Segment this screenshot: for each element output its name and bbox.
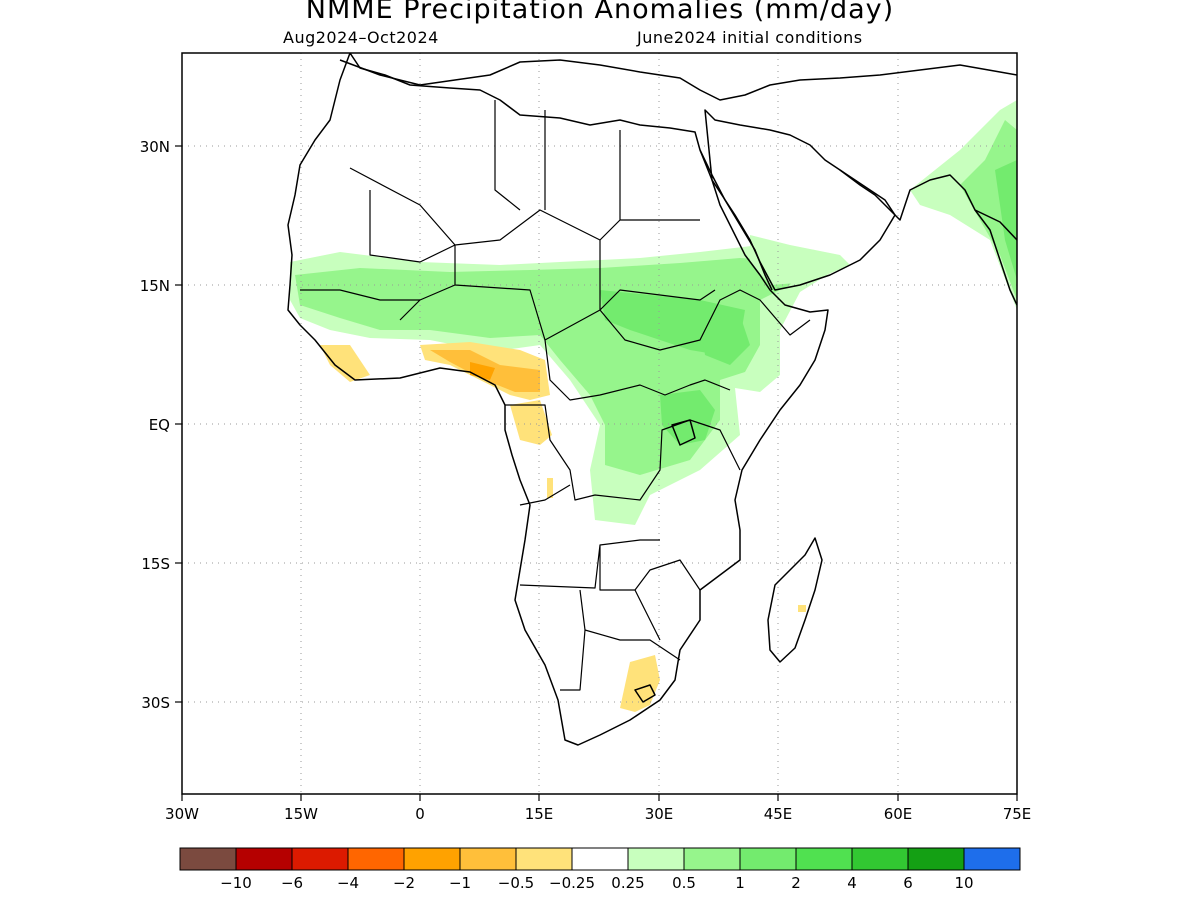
ethiopia-wet-anomaly bbox=[700, 315, 750, 365]
lon-label-30w: 30W bbox=[165, 805, 199, 823]
lake-victoria bbox=[671, 419, 696, 446]
lat-label-30n: 30N bbox=[140, 138, 170, 156]
colorbar-swatch-12 bbox=[851, 847, 909, 871]
angola-dry-anomaly bbox=[547, 478, 553, 498]
colorbar-tick-label: 10 bbox=[954, 874, 973, 892]
colorbar-swatch-7 bbox=[571, 847, 629, 871]
lat-label-15s: 15S bbox=[141, 555, 170, 573]
colorbar-tick-label: 4 bbox=[847, 874, 857, 892]
lon-label-30e: 30E bbox=[645, 805, 674, 823]
south-asia-wet-anomaly-medium bbox=[960, 120, 1017, 300]
colorbar-tick-label: 1 bbox=[735, 874, 745, 892]
forecast-period: Aug2024–Oct2024 bbox=[283, 28, 439, 47]
lon-label-15e: 15E bbox=[525, 805, 554, 823]
colorbar-tick-label: −0.5 bbox=[498, 874, 534, 892]
anomaly-shading bbox=[290, 100, 1017, 712]
guinea-dry-anomaly-light bbox=[320, 345, 370, 382]
initial-conditions-label: June2024 initial conditions bbox=[637, 28, 863, 47]
lon-label-45e: 45E bbox=[764, 805, 793, 823]
madagascar-coastline bbox=[767, 537, 823, 663]
lon-label-15w: 15W bbox=[284, 805, 318, 823]
gabon-dry-anomaly bbox=[510, 400, 552, 445]
colorbar-swatch-10 bbox=[739, 847, 797, 871]
colorbar-swatch-3 bbox=[347, 847, 405, 871]
lon-label-0: 0 bbox=[415, 805, 425, 823]
mediterranean-north-coast bbox=[339, 59, 1017, 101]
colorbar-swatch-8 bbox=[627, 847, 685, 871]
colorbar-tick-label: −2 bbox=[393, 874, 415, 892]
map-title: NMME Precipitation Anomalies (mm/day) bbox=[305, 0, 895, 25]
colorbar-tick-label: −1 bbox=[449, 874, 471, 892]
colorbar-swatch-2 bbox=[291, 847, 349, 871]
colorbar-tick-label: 0.25 bbox=[611, 874, 644, 892]
lesotho-border bbox=[634, 684, 656, 703]
longitude-labels: 30W 15W 0 15E 30E 45E 60E 75E bbox=[165, 805, 1031, 823]
colorbar-tick-label: −4 bbox=[337, 874, 359, 892]
colorbar-swatch-5 bbox=[459, 847, 517, 871]
colorbar-swatch-6 bbox=[515, 847, 573, 871]
colorbar-tick-label: −0.25 bbox=[549, 874, 595, 892]
lon-label-60e: 60E bbox=[884, 805, 913, 823]
red-sea-coast bbox=[699, 149, 773, 291]
colorbar-tick-label: −6 bbox=[281, 874, 303, 892]
colorbar-swatch-14 bbox=[963, 847, 1021, 871]
colorbar-swatch-11 bbox=[795, 847, 853, 871]
persian-gulf-coast bbox=[839, 169, 1017, 241]
africa-country-borders bbox=[300, 100, 811, 691]
lat-label-eq: EQ bbox=[149, 416, 170, 434]
lat-label-15n: 15N bbox=[140, 277, 170, 295]
africa-coastline bbox=[287, 53, 829, 746]
south-asia-wet-anomaly-strong bbox=[995, 160, 1017, 280]
colorbar-swatch-1 bbox=[235, 847, 293, 871]
colorbar-swatch-0 bbox=[179, 847, 237, 871]
lat-label-30s: 30S bbox=[141, 694, 170, 712]
india-coastline bbox=[974, 209, 1017, 306]
lon-label-75e: 75E bbox=[1003, 805, 1032, 823]
coastlines-and-borders bbox=[287, 53, 1017, 746]
colorbar-tick-label: 2 bbox=[791, 874, 801, 892]
colorbar-swatch-13 bbox=[907, 847, 965, 871]
colorbar-tick-label: 0.5 bbox=[672, 874, 696, 892]
colorbar-tick-label: −10 bbox=[220, 874, 252, 892]
latitude-labels: 30N 15N EQ 15S 30S bbox=[140, 138, 170, 712]
colorbar-swatch-9 bbox=[683, 847, 741, 871]
colorbar-tick-label: 6 bbox=[903, 874, 913, 892]
colorbar: −10 −6 −4 −2 −1 −0.5 −0.25 0.25 0.5 1 2 4 6 10 bbox=[179, 847, 1021, 892]
axis-ticks bbox=[175, 145, 1018, 801]
central-africa-wet-anomaly bbox=[605, 395, 660, 460]
arabia-wet-anomaly bbox=[750, 235, 850, 285]
colorbar-swatch-4 bbox=[403, 847, 461, 871]
arabia-coastline bbox=[704, 109, 896, 291]
madagascar-dry-anomaly bbox=[798, 605, 806, 612]
